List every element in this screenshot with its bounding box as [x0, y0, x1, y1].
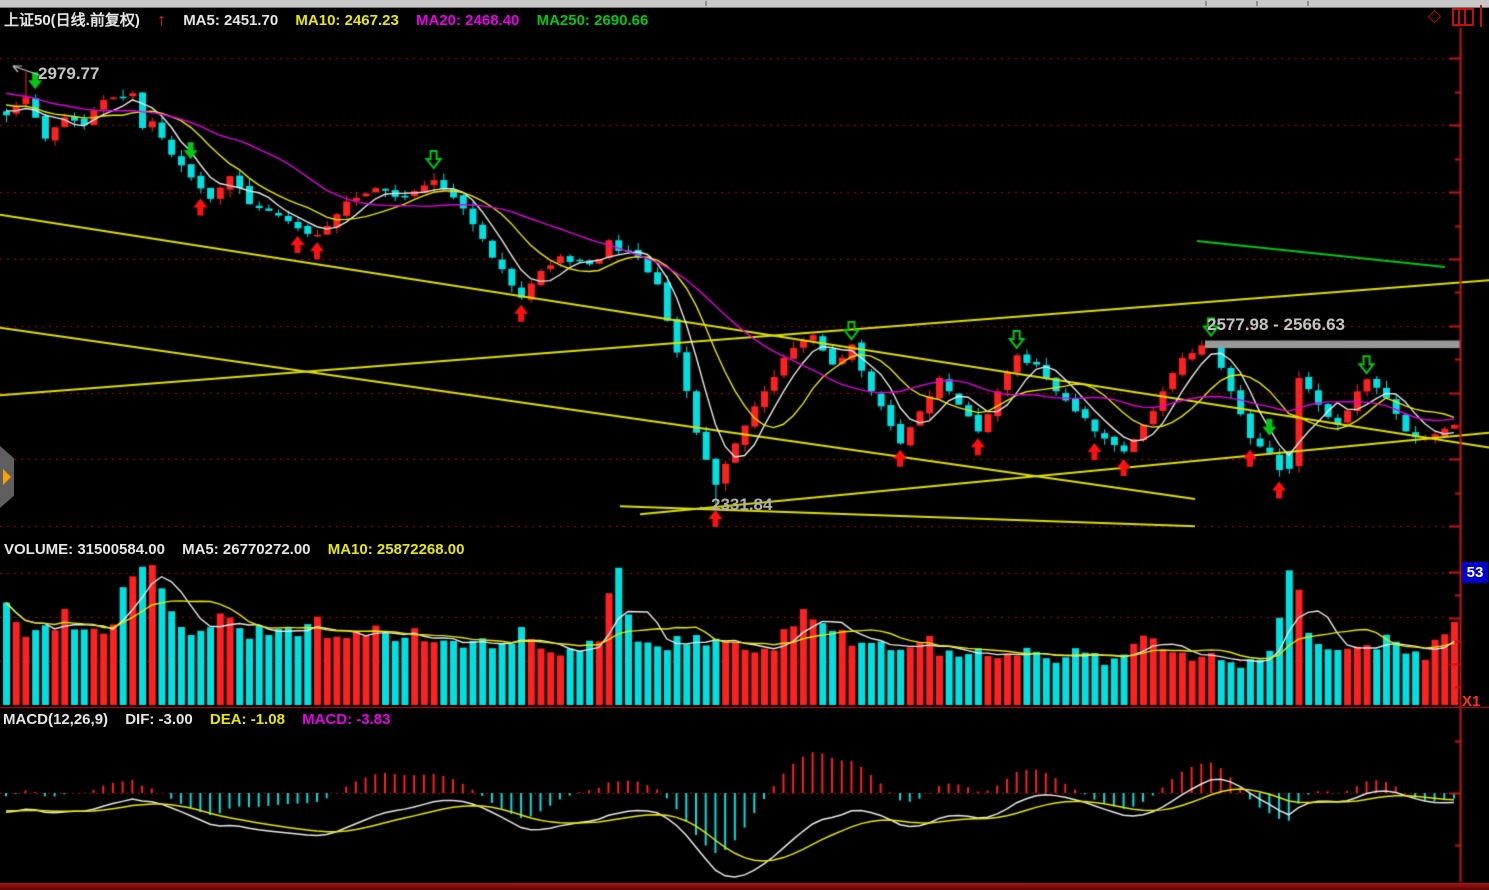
macd-value: MACD: -3.83 [302, 711, 391, 728]
volume-scale-badge: 53 [1462, 562, 1488, 583]
main-chart-header: 上证50(日线.前复权) ↑ MA5: 2451.70 MA10: 2467.2… [4, 9, 661, 31]
volume-unit-label: X1 [1462, 693, 1481, 710]
split-window-divider [1464, 10, 1466, 24]
expand-arrow-icon [3, 469, 11, 485]
toolbar-notch [1307, 1, 1309, 6]
low-value: 2331.84 [711, 495, 773, 514]
volume-value: VOLUME: 31500584.00 [4, 541, 165, 558]
macd-header: MACD(12,26,9) DIF: -3.00 DEA: -1.08 MACD… [3, 711, 403, 728]
dea-value: DEA: -1.08 [209, 711, 285, 728]
ma250-value: MA250: 2690.66 [536, 12, 649, 29]
ma5-value: MA5: 2451.70 [183, 12, 279, 29]
left-panel-handle[interactable] [0, 446, 14, 508]
toolbar-notch [1256, 1, 1258, 6]
ma20-value: MA20: 2468.40 [416, 12, 520, 29]
toolbar-bottom-strip [0, 0, 1489, 8]
bottom-scrollbar[interactable] [0, 883, 1489, 890]
dif-value: DIF: -3.00 [125, 711, 193, 728]
ma10-value: MA10: 2467.23 [295, 12, 399, 29]
volume-ma10-value: MA10: 25872268.00 [327, 541, 465, 558]
volume-ma5-value: MA5: 26770272.00 [182, 541, 311, 558]
low-annotation: ←2331.84 [697, 495, 772, 515]
split-window-divider [1458, 10, 1460, 24]
macd-indicator-label: MACD(12,26,9) [3, 711, 109, 728]
pane-border-mark [1480, 5, 1482, 27]
resistance-annotation: 2577.98 - 2566.63 [1207, 315, 1346, 334]
low-pointer-icon: ← [697, 498, 710, 513]
diamond-icon[interactable]: ◇ [1428, 6, 1442, 25]
split-window-icon[interactable] [1452, 8, 1474, 26]
high-annotation: 2979.77 [38, 64, 100, 83]
toolbar-notch [1205, 1, 1207, 6]
volume-header: VOLUME: 31500584.00 MA5: 26770272.00 MA1… [4, 541, 477, 558]
toolbar-notch [705, 1, 707, 6]
up-arrow-icon: ↑ [157, 10, 167, 30]
stock-title: 上证50(日线.前复权) [4, 12, 140, 29]
